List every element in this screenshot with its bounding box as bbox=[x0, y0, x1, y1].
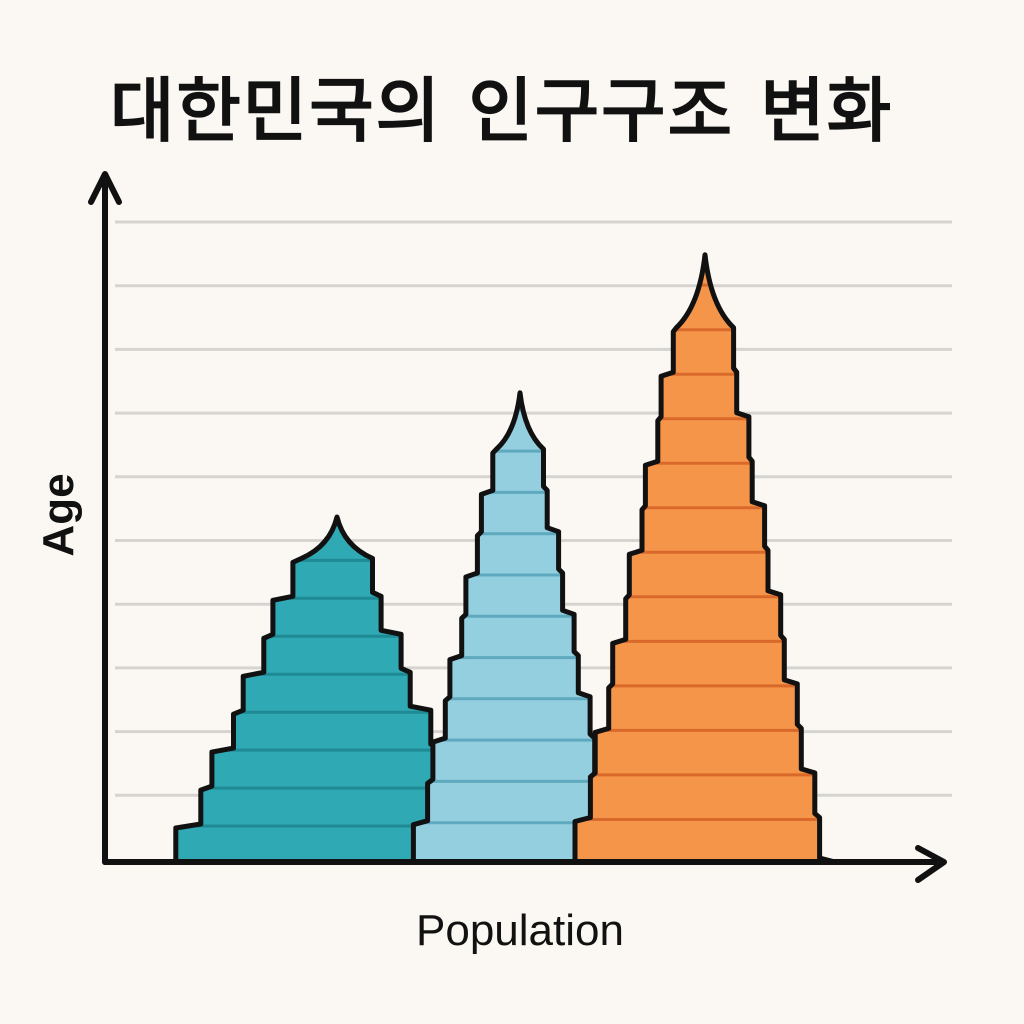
chart-title: 대한민국의 인구구조 변화 bbox=[110, 70, 894, 152]
pyramid-shape bbox=[175, 517, 499, 862]
pyramid-outline bbox=[410, 390, 630, 865]
x-axis-label: Population bbox=[416, 906, 624, 955]
x-axis-arrow-icon bbox=[915, 845, 947, 883]
pyramid-shape bbox=[575, 254, 835, 863]
pyramid-series bbox=[173, 252, 838, 865]
pyramid-shape bbox=[413, 392, 627, 862]
pyramid-series-3 bbox=[572, 252, 838, 865]
y-axis-arrow-icon bbox=[88, 171, 122, 205]
y-axis-label: Age bbox=[34, 473, 83, 556]
pyramid-outline bbox=[572, 252, 838, 865]
pyramid-outline bbox=[173, 514, 501, 865]
